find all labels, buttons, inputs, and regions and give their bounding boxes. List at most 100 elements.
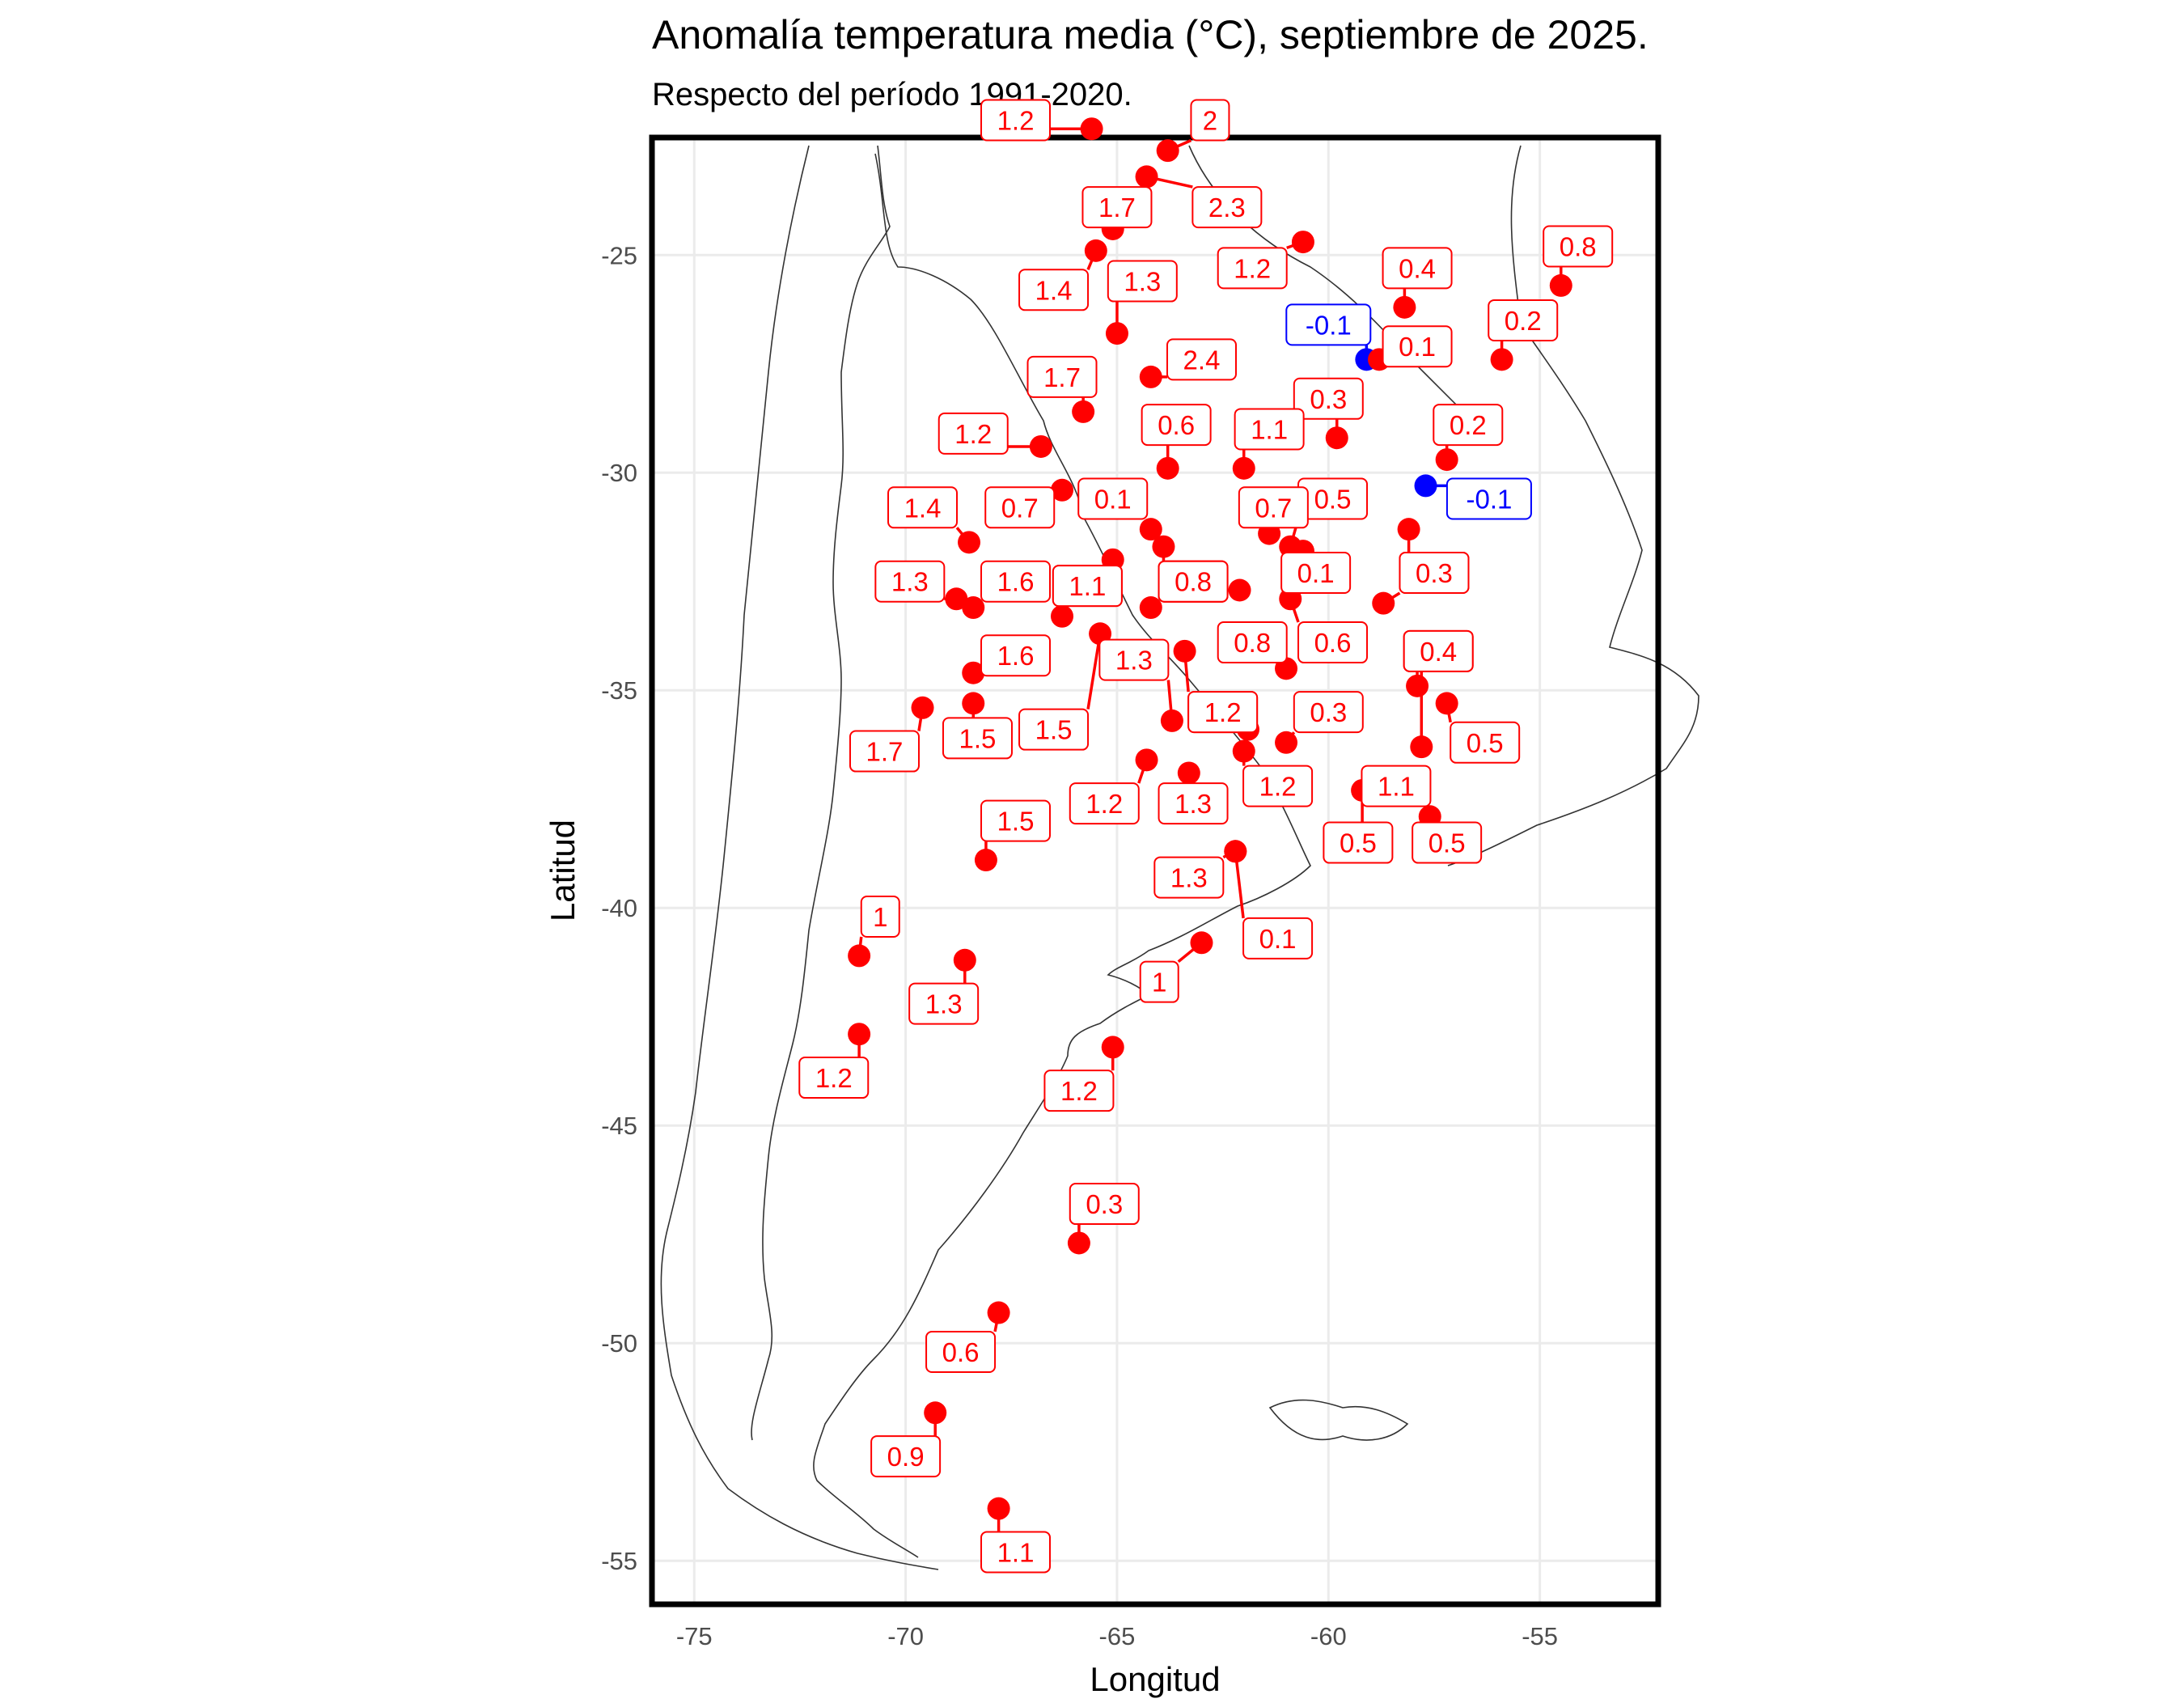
x-tick-label: -60: [1310, 1622, 1347, 1650]
value-label: 2.4: [1166, 338, 1237, 381]
station-point: [953, 948, 976, 972]
station-point: [924, 1401, 947, 1425]
label-text: 1.2: [815, 1063, 853, 1093]
label-text: 0.7: [1001, 493, 1039, 523]
label-box: [1081, 186, 1153, 229]
label-text: 1.3: [1175, 789, 1212, 819]
label-box: [1433, 404, 1504, 447]
label-text: 1.2: [1060, 1076, 1098, 1106]
station-point: [962, 596, 985, 620]
label-box: [1043, 1070, 1115, 1112]
y-tick-label: -40: [601, 894, 637, 922]
label-box: [1285, 303, 1372, 346]
value-label: 0.2: [1488, 299, 1559, 341]
station-point: [987, 1497, 1010, 1520]
value-label: -0.1: [1285, 303, 1372, 346]
label-text: 0.8: [1560, 231, 1597, 261]
station-point: [1156, 456, 1179, 480]
value-label: 1.2: [798, 1057, 870, 1099]
station-point: [1139, 596, 1162, 620]
label-box: [980, 634, 1052, 677]
label-box: [1107, 260, 1178, 303]
station-point: [1393, 295, 1416, 319]
label-text: 0.3: [1310, 384, 1347, 414]
label-box: [1280, 551, 1352, 594]
label-text: 0.8: [1175, 567, 1212, 597]
label-box: [870, 1435, 942, 1478]
label-text: 0.3: [1416, 558, 1453, 588]
label-text: 0.4: [1420, 637, 1457, 667]
label-text: 0.6: [1158, 410, 1195, 440]
value-label: 0.5: [1450, 721, 1521, 764]
station-point: [1139, 365, 1162, 388]
value-label: 1.2: [1069, 782, 1140, 825]
label-text: 2.3: [1208, 193, 1246, 222]
label-text: 1.2: [1086, 789, 1123, 819]
station-point: [1135, 165, 1158, 189]
value-label: 1.2: [938, 412, 1009, 455]
label-text: 0.6: [942, 1337, 980, 1367]
y-tick-label: -50: [601, 1329, 637, 1358]
value-label: 0.8: [1543, 225, 1614, 268]
value-label: 1.3: [1098, 638, 1170, 681]
chart-title: Anomalía temperatura media (°C), septiem…: [652, 12, 1649, 57]
label-text: 1.6: [997, 641, 1035, 671]
station-point: [1228, 578, 1251, 602]
label-text: 1.3: [1170, 863, 1208, 893]
label-box: [1488, 299, 1559, 341]
label-text: 0.5: [1428, 828, 1466, 858]
value-label: 0.1: [1280, 551, 1352, 594]
label-text: 0.4: [1399, 253, 1436, 283]
label-box: [1098, 638, 1170, 681]
label-box: [1158, 560, 1229, 603]
station-point: [1232, 739, 1255, 763]
label-text: 0.5: [1467, 728, 1504, 758]
x-tick-label: -75: [676, 1622, 713, 1650]
label-box: [1450, 721, 1521, 764]
value-label: 0.4: [1403, 629, 1474, 672]
label-text: 1.1: [1378, 772, 1415, 802]
y-tick-label: -30: [601, 459, 637, 487]
label-box: [980, 1531, 1052, 1574]
label-box: [942, 717, 1013, 760]
label-text: 0.1: [1297, 558, 1335, 588]
label-box: [980, 99, 1052, 142]
label-box: [1234, 408, 1305, 451]
station-point: [962, 692, 985, 715]
value-label: 1: [1139, 960, 1179, 1003]
label-box: [938, 412, 1009, 455]
label-text: 0.2: [1505, 306, 1542, 336]
label-text: 1.7: [1098, 193, 1136, 222]
value-label: 0.4: [1382, 247, 1453, 290]
value-label: 1.2: [1043, 1070, 1115, 1112]
label-box: [798, 1057, 870, 1099]
label-box: [1297, 621, 1369, 664]
station-point: [1080, 117, 1103, 141]
value-label: 0.3: [1399, 551, 1470, 594]
value-label: 1.6: [980, 634, 1052, 677]
station-point: [1397, 518, 1420, 541]
leader-line: [1086, 633, 1102, 710]
value-label: 1.3: [908, 982, 980, 1025]
x-tick-label: -70: [887, 1622, 924, 1650]
label-box: [1293, 377, 1364, 420]
label-box: [980, 560, 1052, 603]
station-point: [1029, 434, 1052, 458]
label-box: [1242, 917, 1314, 960]
value-label: 0.3: [1293, 691, 1364, 734]
label-text: 1: [1152, 968, 1166, 998]
value-label: 0.6: [925, 1330, 997, 1373]
label-text: 1.1: [1251, 414, 1288, 444]
label-text: 1: [873, 902, 887, 932]
label-text: 1.3: [1124, 267, 1161, 297]
label-text: 0.3: [1086, 1189, 1123, 1219]
label-text: 1.4: [1035, 275, 1073, 305]
value-label: 1.1: [1234, 408, 1305, 451]
value-labels: 1.2 2 2.3 1.7 1.2 1.4 0.4 0.8 1.3 -0.1 0.1 0.2 2.4 1.…: [798, 99, 1614, 1574]
station-point: [1152, 535, 1175, 558]
value-label: 1.6: [980, 560, 1052, 603]
value-label: 1.5: [942, 717, 1013, 760]
label-box: [1242, 765, 1314, 807]
value-label: 1.3: [1158, 782, 1229, 825]
value-label: 1.5: [980, 799, 1052, 842]
